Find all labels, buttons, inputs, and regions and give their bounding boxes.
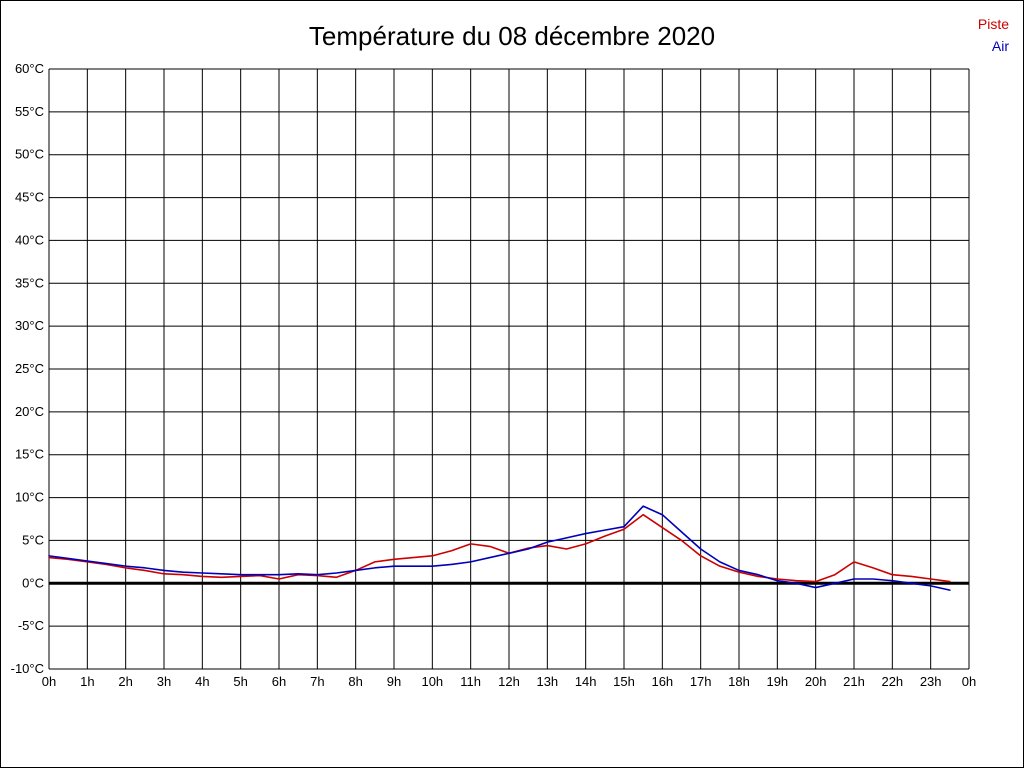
y-tick-label: 10°C xyxy=(15,490,44,505)
x-tick-label: 8h xyxy=(348,674,362,689)
x-tick-label: 6h xyxy=(272,674,286,689)
x-tick-label: 18h xyxy=(728,674,750,689)
x-tick-label: 0h xyxy=(962,674,976,689)
legend-item-piste: Piste xyxy=(977,16,1009,32)
x-tick-label: 14h xyxy=(575,674,597,689)
y-tick-label: -10°C xyxy=(11,661,44,676)
y-tick-label: -5°C xyxy=(18,618,44,633)
y-tick-label: 15°C xyxy=(15,447,44,462)
y-tick-label: 20°C xyxy=(15,404,44,419)
x-tick-label: 13h xyxy=(536,674,558,689)
x-tick-label: 3h xyxy=(157,674,171,689)
y-tick-label: 45°C xyxy=(15,190,44,205)
chart-legend: Piste Air xyxy=(978,13,1009,57)
x-tick-label: 15h xyxy=(613,674,635,689)
x-tick-label: 1h xyxy=(80,674,94,689)
x-tick-label: 12h xyxy=(498,674,520,689)
x-tick-label: 11h xyxy=(460,674,481,689)
x-tick-label: 23h xyxy=(920,674,942,689)
x-tick-label: 10h xyxy=(421,674,443,689)
x-tick-label: 16h xyxy=(651,674,673,689)
x-tick-label: 20h xyxy=(805,674,827,689)
x-tick-label: 4h xyxy=(195,674,209,689)
x-tick-label: 19h xyxy=(766,674,788,689)
y-tick-label: 30°C xyxy=(15,318,44,333)
series-line-piste xyxy=(48,513,951,583)
legend-item-air: Air xyxy=(991,38,1009,54)
y-tick-label: 55°C xyxy=(15,104,44,119)
x-tick-label: 2h xyxy=(118,674,132,689)
y-tick-label: 50°C xyxy=(15,147,44,162)
series-line-air xyxy=(48,505,951,591)
x-tick-label: 7h xyxy=(310,674,324,689)
x-tick-label: 21h xyxy=(843,674,865,689)
y-tick-label: 40°C xyxy=(15,232,44,247)
chart-title: Température du 08 décembre 2020 xyxy=(308,21,716,51)
x-tick-label: 9h xyxy=(387,674,401,689)
y-tick-label: 25°C xyxy=(15,361,44,376)
x-tick-label: 22h xyxy=(881,674,903,689)
y-tick-label: 60°C xyxy=(15,61,44,76)
y-tick-label: 35°C xyxy=(15,275,44,290)
x-tick-label: 17h xyxy=(690,674,712,689)
x-tick-label: 0h xyxy=(42,674,56,689)
x-tick-label: 5h xyxy=(233,674,247,689)
y-tick-label: 0°C xyxy=(22,575,44,590)
y-tick-label: 5°C xyxy=(22,532,44,547)
